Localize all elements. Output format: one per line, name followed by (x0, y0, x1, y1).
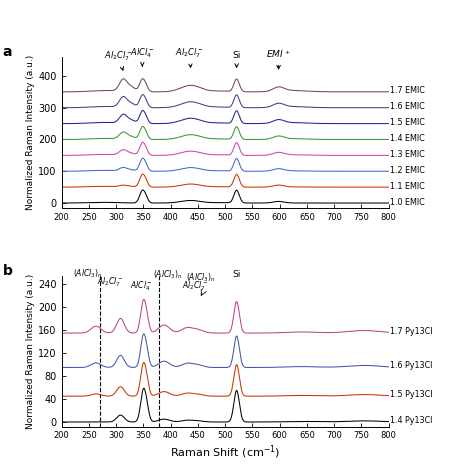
Text: $AlCl_4^-$: $AlCl_4^-$ (130, 46, 155, 66)
Text: 1.4 EMIC: 1.4 EMIC (390, 134, 425, 143)
Text: 1.2 EMIC: 1.2 EMIC (390, 166, 425, 175)
Text: $Al_2Cl_7^-$: $Al_2Cl_7^-$ (98, 275, 124, 289)
Text: 1.3 EMIC: 1.3 EMIC (390, 150, 425, 159)
Text: 1.1 EMIC: 1.1 EMIC (390, 182, 425, 191)
Text: $Al_2Cl_7^-$: $Al_2Cl_7^-$ (104, 50, 133, 70)
Text: $(AlCl_3)_n$: $(AlCl_3)_n$ (186, 272, 215, 284)
Text: $EMI^+$: $EMI^+$ (266, 48, 291, 69)
Text: $AlCl_4^-$: $AlCl_4^-$ (130, 280, 153, 293)
Y-axis label: Normalized Raman Intensity (a.u.): Normalized Raman Intensity (a.u.) (27, 273, 36, 429)
X-axis label: Raman Shift (cm$^{-1}$): Raman Shift (cm$^{-1}$) (170, 443, 280, 461)
Text: 1.7 EMIC: 1.7 EMIC (390, 86, 425, 95)
Text: $Al_2Cl_7^-$: $Al_2Cl_7^-$ (175, 46, 204, 67)
Text: b: b (3, 264, 13, 278)
Y-axis label: Normalized Raman Intensity (a.u.): Normalized Raman Intensity (a.u.) (27, 55, 36, 210)
Text: a: a (3, 45, 12, 59)
Text: Si: Si (232, 270, 241, 279)
Text: 1.6 EMIC: 1.6 EMIC (390, 102, 425, 111)
Text: Si: Si (232, 51, 241, 67)
Text: 1.7 Py13Cl: 1.7 Py13Cl (390, 327, 433, 336)
Text: $Al_2Cl_7^-$: $Al_2Cl_7^-$ (182, 279, 209, 293)
Text: 1.5 EMIC: 1.5 EMIC (390, 118, 425, 127)
Text: 1.4 Py13Cl: 1.4 Py13Cl (390, 416, 433, 425)
Text: 1.0 EMIC: 1.0 EMIC (390, 198, 425, 207)
Text: $(AlCl_3)_n$: $(AlCl_3)_n$ (153, 268, 182, 281)
Text: $(AlCl_3)_n$: $(AlCl_3)_n$ (73, 267, 102, 280)
Text: 1.5 Py13Cl: 1.5 Py13Cl (390, 390, 433, 399)
Text: 1.6 Py13Cl: 1.6 Py13Cl (390, 361, 433, 370)
